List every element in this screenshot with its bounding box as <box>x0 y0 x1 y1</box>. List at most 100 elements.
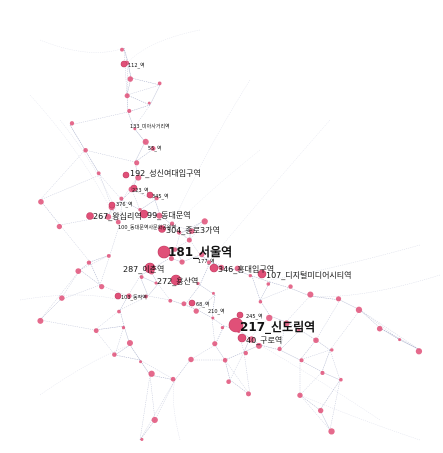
network-edge <box>299 339 317 361</box>
network-edge <box>251 275 261 301</box>
station-node <box>139 360 142 364</box>
network-edge <box>189 344 216 361</box>
station-node <box>38 199 44 205</box>
network-edge <box>139 379 176 441</box>
station-node <box>283 320 290 327</box>
network-edge <box>139 419 156 441</box>
network-edge <box>299 349 331 361</box>
station-node <box>243 350 248 356</box>
station-label: 287_이촌역 <box>123 264 164 274</box>
network-edge <box>359 309 421 351</box>
network-edge <box>119 309 125 327</box>
station-node <box>188 228 195 234</box>
network-edge <box>119 295 149 311</box>
hub-station-node <box>146 191 154 199</box>
station-node <box>196 281 200 286</box>
station-node <box>246 391 251 397</box>
network-edge <box>154 379 176 421</box>
network-edge <box>139 275 149 297</box>
station-node <box>139 275 144 279</box>
network-edge <box>309 295 341 301</box>
station-label: 245_역 <box>246 313 263 320</box>
network-nodes <box>37 47 423 441</box>
station-node <box>127 76 134 82</box>
station-node <box>339 377 343 382</box>
network-edge <box>154 199 161 216</box>
network-edge <box>114 354 141 361</box>
network-edge <box>119 199 123 224</box>
station-node <box>170 376 176 382</box>
network-edge <box>126 61 129 96</box>
network-edge <box>147 295 171 301</box>
network-edge <box>315 299 341 341</box>
network-edge <box>251 275 261 301</box>
station-node <box>297 392 303 398</box>
station-node <box>140 437 144 441</box>
station-node <box>335 296 342 302</box>
network-edge <box>89 254 111 263</box>
station-label: 99_동대문역 <box>147 210 191 220</box>
network-edge <box>229 351 245 381</box>
network-edge <box>181 254 201 263</box>
station-label: 100_동대문역사문화공원역 <box>118 224 176 231</box>
hub-station-node <box>108 201 116 209</box>
station-node <box>234 265 241 272</box>
hub-station-node <box>209 263 219 273</box>
network-edge <box>69 111 129 126</box>
network-edge <box>59 119 121 221</box>
station-node <box>127 108 132 114</box>
station-labels: 217_신도림역 181_서울역 287_이촌역 272_용산역 346_홍대입… <box>93 62 352 345</box>
station-node <box>106 253 111 258</box>
network-edge <box>299 371 323 396</box>
station-node <box>126 293 132 299</box>
network-edge <box>174 359 191 381</box>
station-node <box>211 316 215 320</box>
hub-station-node <box>236 311 244 319</box>
network-edge <box>289 287 311 297</box>
station-node <box>75 268 82 274</box>
network-edge <box>114 344 131 356</box>
network-edge <box>379 327 401 341</box>
network-edge <box>126 94 151 106</box>
network-edges <box>19 29 441 441</box>
station-node <box>154 196 159 201</box>
network-edge <box>133 127 146 143</box>
network-edge <box>126 84 161 96</box>
station-node <box>181 301 187 307</box>
network-edge <box>279 321 287 351</box>
network-edge <box>127 29 201 63</box>
station-node <box>199 251 205 258</box>
station-label: 40_구로역 <box>246 335 282 345</box>
station-node <box>313 337 319 344</box>
network-edge <box>39 199 61 226</box>
network-edge <box>179 229 191 234</box>
station-node <box>222 357 228 363</box>
station-node <box>317 407 324 414</box>
network-edge <box>89 254 111 263</box>
network-edge <box>359 309 401 341</box>
network-edge <box>289 287 311 297</box>
network-edge <box>133 127 153 151</box>
hub-station-node <box>114 292 122 300</box>
network-edge <box>171 224 181 234</box>
network-edge <box>89 261 101 286</box>
station-node <box>186 237 192 243</box>
network-edge <box>84 149 136 163</box>
station-node <box>148 370 155 377</box>
network-edge <box>197 309 213 319</box>
network-edge <box>279 329 301 351</box>
network-edge <box>259 287 291 301</box>
station-label: 210_역 <box>208 308 225 315</box>
station-node <box>142 138 149 145</box>
station-node <box>119 196 124 201</box>
network-edge <box>126 94 151 106</box>
network-edge <box>299 394 321 411</box>
network-edge <box>329 349 341 381</box>
station-node <box>69 121 75 126</box>
station-label: 304_종로3가역 <box>166 225 220 235</box>
station-node <box>121 325 126 330</box>
network-edge <box>329 309 361 351</box>
network-edge <box>221 267 237 271</box>
network-edge <box>139 269 151 277</box>
network-edge <box>121 175 139 201</box>
